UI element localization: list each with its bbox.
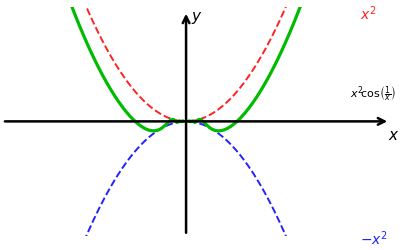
- Text: $x$: $x$: [387, 128, 399, 142]
- Text: $-x^2$: $-x^2$: [361, 228, 388, 247]
- Text: $y$: $y$: [191, 10, 202, 26]
- Text: $x^2\!\cos\!\left(\frac{1}{x}\right)$: $x^2\!\cos\!\left(\frac{1}{x}\right)$: [350, 84, 396, 104]
- Text: $x^2$: $x^2$: [361, 4, 377, 23]
